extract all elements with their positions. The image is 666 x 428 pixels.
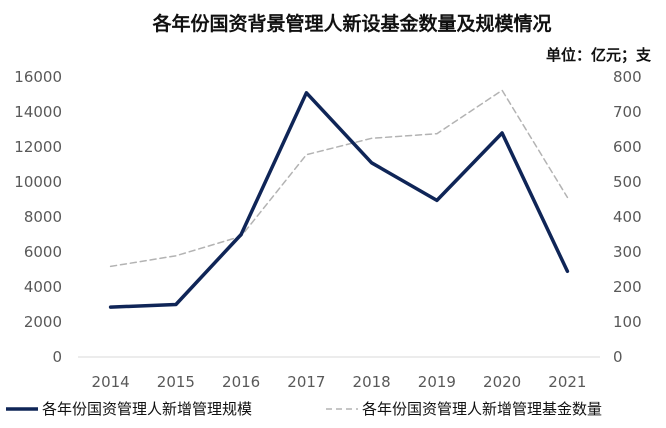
right-tick-label: 800 xyxy=(613,68,642,86)
x-tick-label: 2019 xyxy=(418,373,456,391)
left-tick-label: 0 xyxy=(52,348,62,366)
right-tick-label: 500 xyxy=(613,173,642,191)
right-tick-label: 100 xyxy=(613,313,642,331)
right-tick-label: 700 xyxy=(613,103,642,121)
x-tick-label: 2020 xyxy=(483,373,521,391)
left-tick-label: 6000 xyxy=(24,243,62,261)
series-line-scale xyxy=(108,91,570,309)
series-group xyxy=(108,89,570,309)
x-tick-label: 2015 xyxy=(157,373,195,391)
left-tick-label: 2000 xyxy=(24,313,62,331)
x-axis-ticks: 2014 2015 2016 2017 2018 2019 2020 2021 xyxy=(92,373,587,391)
right-axis-ticks: 0 100 200 300 400 500 600 700 800 xyxy=(613,68,642,366)
series-line-count xyxy=(109,89,569,268)
left-tick-label: 8000 xyxy=(24,208,62,226)
left-tick-label: 4000 xyxy=(24,278,62,296)
right-tick-label: 0 xyxy=(613,348,623,366)
x-tick-label: 2014 xyxy=(92,373,130,391)
legend: 各年份国资管理人新增管理规模 各年份国资管理人新增管理基金数量 xyxy=(6,400,602,418)
x-tick-label: 2018 xyxy=(353,373,391,391)
left-tick-label: 10000 xyxy=(14,173,62,191)
left-axis-ticks: 0 2000 4000 6000 8000 10000 12000 14000 16000 xyxy=(14,68,62,366)
chart-title: 各年份国资背景管理人新设基金数量及规模情况 xyxy=(151,12,551,35)
right-tick-label: 600 xyxy=(613,138,642,156)
right-tick-label: 200 xyxy=(613,278,642,296)
unit-note: 单位：亿元；支 xyxy=(546,46,652,64)
x-tick-label: 2017 xyxy=(287,373,325,391)
left-tick-label: 14000 xyxy=(14,103,62,121)
x-tick-label: 2016 xyxy=(222,373,260,391)
right-tick-label: 300 xyxy=(613,243,642,261)
right-tick-label: 400 xyxy=(613,208,642,226)
legend-label-scale: 各年份国资管理人新增管理规模 xyxy=(42,400,252,418)
x-tick-label: 2021 xyxy=(548,373,586,391)
legend-label-count: 各年份国资管理人新增管理基金数量 xyxy=(362,400,602,418)
left-tick-label: 16000 xyxy=(14,68,62,86)
left-tick-label: 12000 xyxy=(14,138,62,156)
